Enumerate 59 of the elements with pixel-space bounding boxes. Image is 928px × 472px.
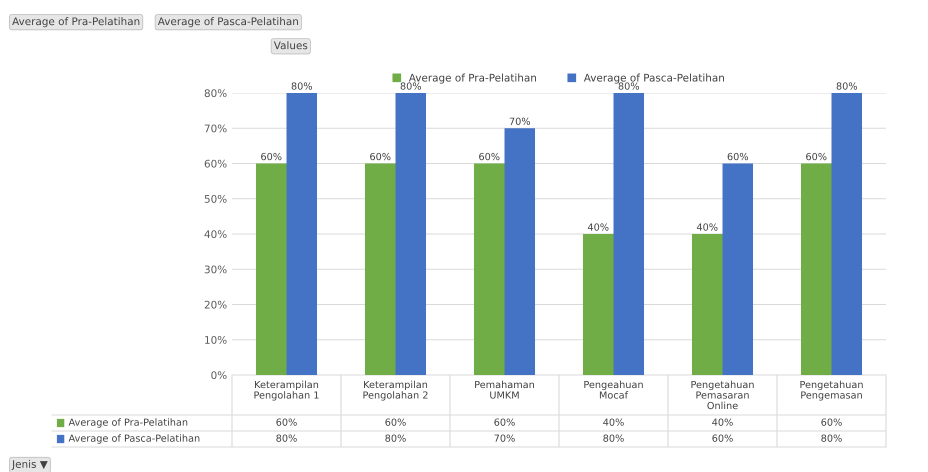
bar: [800, 164, 832, 375]
y-tick-label: 0%: [211, 371, 227, 380]
x-tick-label: Keterampilan Pengolahan 2: [363, 380, 428, 401]
y-tick-label: 20%: [204, 300, 227, 309]
data-label: 80%: [821, 434, 842, 442]
text: Average of Pasca-Pelatihan: [158, 17, 298, 28]
bar: [582, 234, 614, 375]
bar: [364, 164, 396, 375]
data-label: 80%: [276, 434, 297, 442]
y-tick-label: 80%: [204, 89, 227, 98]
data-label: 70%: [494, 434, 515, 442]
y-tick-label: 10%: [205, 336, 227, 344]
data-label: 40%: [603, 418, 624, 426]
data-label: 60%: [821, 418, 842, 426]
bar: [256, 164, 286, 375]
x-tick-label: Pengetahuan Pengemasan: [800, 380, 863, 401]
text: Jenis ▼: [12, 460, 48, 470]
data-label: 60%: [385, 418, 406, 426]
data-label: 60%: [494, 418, 515, 426]
text: 60%: [370, 152, 391, 160]
x-tick-label: Pengetahuan Pemasaran Online: [691, 380, 754, 410]
bar: [722, 164, 754, 375]
legend-label: Average of Pra-Pelatihan: [408, 74, 536, 84]
text: 80%: [618, 82, 640, 90]
data-label: 80%: [385, 434, 406, 442]
y-tick-label: 50%: [204, 194, 227, 203]
text: Values: [274, 41, 308, 50]
text: 80%: [836, 82, 858, 90]
data-label: 60%: [276, 418, 297, 426]
text: 60%: [479, 152, 500, 160]
text: 70%: [510, 118, 530, 125]
text: Average of Pra-Pelatihan: [68, 418, 188, 428]
y-tick-label: 30%: [204, 265, 227, 274]
x-tick-label: Pemahaman UMKM: [475, 380, 534, 399]
x-tick-label: Pengeahuan Mocaf: [584, 380, 643, 399]
text: 60%: [806, 152, 827, 160]
text: 60%: [261, 152, 282, 160]
bar: [832, 93, 862, 375]
bar: [474, 164, 504, 375]
data-label: 80%: [603, 434, 624, 442]
data-label: 60%: [712, 434, 733, 442]
text: Average of Pra-Pelatihan: [12, 17, 140, 28]
bar: [396, 93, 426, 375]
y-tick-label: 70%: [204, 124, 227, 132]
y-tick-label: 60%: [204, 160, 227, 168]
bar: [504, 128, 536, 375]
text: 60%: [728, 152, 748, 160]
data-label: 40%: [712, 418, 733, 426]
text: 40%: [588, 223, 609, 231]
bar: [692, 234, 722, 375]
text: 80%: [400, 82, 422, 90]
text: Average of Pasca-Pelatihan: [68, 434, 200, 444]
legend-label: Average of Pasca-Pelatihan: [584, 74, 724, 84]
y-tick-label: 40%: [204, 230, 227, 238]
x-tick-label: Keterampilan Pengolahan 1: [254, 380, 319, 401]
text: 80%: [292, 82, 312, 90]
bar: [286, 93, 318, 375]
text: 40%: [696, 223, 718, 231]
bar: [614, 93, 644, 375]
